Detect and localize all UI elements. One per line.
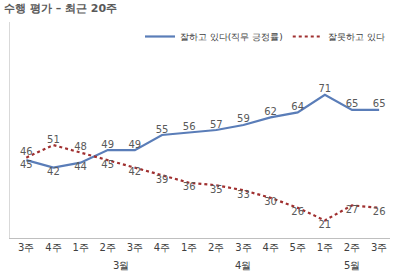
svg-text:1주: 1주 <box>181 242 197 253</box>
svg-text:4주: 4주 <box>154 242 170 253</box>
svg-text:3주: 3주 <box>127 242 143 253</box>
svg-text:33: 33 <box>237 189 250 200</box>
svg-text:3주: 3주 <box>235 242 251 253</box>
svg-text:45: 45 <box>101 159 114 170</box>
svg-text:26: 26 <box>291 206 304 217</box>
svg-text:42: 42 <box>47 166 60 177</box>
svg-text:1주: 1주 <box>72 242 88 253</box>
svg-text:36: 36 <box>183 181 196 192</box>
svg-text:65: 65 <box>346 98 359 109</box>
svg-text:잘하고 있다(직무 긍정률): 잘하고 있다(직무 긍정률) <box>180 32 283 42</box>
svg-text:2주: 2주 <box>208 242 224 253</box>
svg-text:26: 26 <box>373 206 386 217</box>
svg-text:64: 64 <box>291 101 304 112</box>
svg-text:49: 49 <box>101 139 114 150</box>
svg-text:2주: 2주 <box>344 242 360 253</box>
svg-text:3월: 3월 <box>113 260 129 271</box>
svg-text:3주: 3주 <box>371 242 387 253</box>
svg-text:27: 27 <box>346 204 359 215</box>
svg-text:수행 평가 – 최근 20주: 수행 평가 – 최근 20주 <box>4 2 117 15</box>
svg-text:39: 39 <box>156 174 169 185</box>
svg-text:45: 45 <box>20 159 33 170</box>
svg-text:잘못하고 있다: 잘못하고 있다 <box>328 32 385 42</box>
svg-text:42: 42 <box>128 166 141 177</box>
svg-text:30: 30 <box>264 196 277 207</box>
svg-text:55: 55 <box>156 124 169 135</box>
svg-text:4월: 4월 <box>235 260 251 271</box>
svg-text:59: 59 <box>237 113 250 124</box>
svg-text:65: 65 <box>373 98 386 109</box>
svg-text:35: 35 <box>210 184 223 195</box>
svg-text:4주: 4주 <box>262 242 278 253</box>
svg-text:1주: 1주 <box>317 242 333 253</box>
svg-text:4주: 4주 <box>45 242 61 253</box>
svg-text:2주: 2주 <box>100 242 116 253</box>
svg-text:57: 57 <box>210 119 223 130</box>
svg-text:62: 62 <box>264 106 277 117</box>
svg-text:71: 71 <box>318 83 331 94</box>
svg-text:21: 21 <box>318 219 331 230</box>
svg-text:44: 44 <box>74 161 87 172</box>
svg-text:46: 46 <box>20 146 33 157</box>
svg-text:49: 49 <box>128 139 141 150</box>
svg-text:5주: 5주 <box>290 242 306 253</box>
svg-text:56: 56 <box>183 121 196 132</box>
svg-text:3주: 3주 <box>18 242 34 253</box>
svg-text:5월: 5월 <box>344 260 360 271</box>
svg-text:51: 51 <box>47 134 60 145</box>
svg-text:48: 48 <box>74 141 87 152</box>
